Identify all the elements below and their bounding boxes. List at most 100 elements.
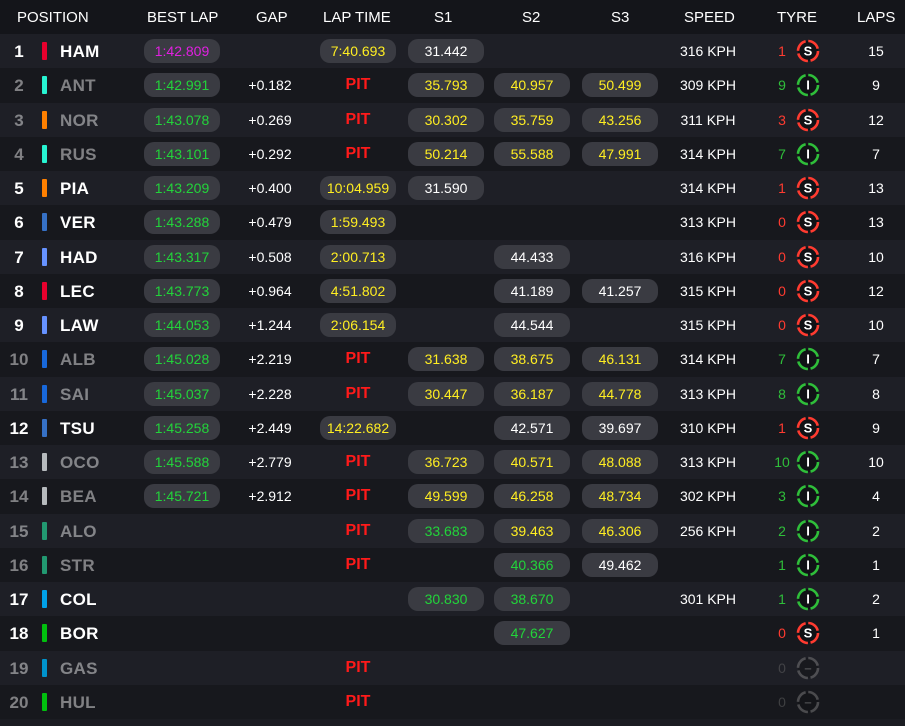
table-row[interactable]: 14 BEA 1:45.721 +2.912 PIT 49.599 46.258 48.734…: [0, 479, 905, 514]
team-color-bar: [42, 179, 47, 197]
gap-value: +2.228: [248, 385, 292, 402]
team-color-bar: [42, 42, 47, 60]
driver-code: BOR: [60, 624, 99, 644]
sector-s2-time: 40.366: [494, 552, 570, 577]
sector-s3-time: 39.697: [582, 415, 658, 440]
position-number: 11: [10, 384, 28, 404]
best-lap-time: 1:43.209: [144, 176, 220, 200]
position-number: 7: [14, 247, 24, 267]
best-lap-time: 1:43.317: [144, 244, 220, 269]
sector-s2-time: 44.433: [494, 244, 570, 269]
gap-value: +0.964: [248, 282, 292, 299]
table-row[interactable]: 8 LEC 1:43.773 +0.964 4:51.802 41.189 41.257 31…: [0, 273, 905, 308]
sector-s1-time: 35.793: [408, 73, 484, 98]
best-lap-time: 1:44.053: [144, 313, 220, 337]
table-row[interactable]: 12 TSU 1:45.258 +2.449 14:22.682 42.571 39.697…: [0, 410, 905, 445]
soft-tyre-icon: S: [796, 245, 820, 269]
tyre-age: 1: [778, 419, 786, 436]
soft-tyre-icon: S: [796, 210, 820, 234]
pit-indicator: PIT: [345, 658, 371, 676]
pit-indicator: PIT: [345, 384, 371, 402]
table-row[interactable]: 10 ALB 1:45.028 +2.219 PIT 31.638 38.675 46.131…: [0, 342, 905, 377]
sector-s3-time: 44.778: [582, 381, 658, 406]
team-color-bar: [42, 281, 47, 300]
gap-value: +0.479: [248, 214, 292, 231]
driver-code: ANT: [60, 76, 96, 96]
table-row[interactable]: 9 LAW 1:44.053 +1.244 2:06.154 44.544 315 KPH 0…: [0, 308, 905, 343]
sector-s3-time: 46.131: [582, 347, 658, 372]
svg-text:I: I: [806, 78, 810, 93]
gap-value: +2.912: [248, 488, 292, 505]
table-row[interactable]: 18 BOR 47.627 0 S 1: [0, 616, 905, 651]
table-row[interactable]: 16 STR PIT 40.366 49.462 1 I 1: [0, 547, 905, 582]
position-number: 20: [9, 692, 29, 712]
gap-value: +0.182: [248, 77, 292, 94]
table-row[interactable]: 5 PIA 1:43.209 +0.400 10:04.959 31.590 314 KPH…: [0, 171, 905, 206]
tyre-age: 9: [778, 77, 786, 94]
position-number: 8: [14, 281, 24, 301]
speed-value: 309 KPH: [679, 77, 737, 94]
laps-count: 15: [868, 43, 884, 59]
team-color-bar: [42, 590, 47, 608]
timing-table: 1 HAM 1:42.809 7:40.693 31.442 316 KPH 1 S 15 2 AN…: [0, 34, 905, 719]
laps-count: 13: [868, 214, 884, 231]
driver-code: HUL: [60, 692, 96, 712]
team-color-bar: [42, 384, 47, 403]
table-row[interactable]: 19 GAS PIT 0 –: [0, 650, 905, 685]
sector-s2-time: 44.544: [494, 313, 570, 337]
position-number: 16: [9, 555, 29, 575]
gap-value: +0.400: [248, 180, 292, 196]
svg-text:I: I: [806, 386, 810, 401]
laps-count: 4: [872, 488, 880, 505]
position-number: 5: [14, 179, 24, 198]
best-lap-time: 1:45.721: [144, 484, 220, 509]
laps-count: 12: [868, 111, 884, 128]
svg-text:S: S: [804, 318, 813, 333]
svg-text:I: I: [806, 592, 810, 607]
table-row[interactable]: 13 OCO 1:45.588 +2.779 PIT 36.723 40.571 48.088…: [0, 445, 905, 480]
position-number: 19: [9, 658, 29, 678]
laps-count: 12: [868, 282, 884, 299]
table-row[interactable]: 1 HAM 1:42.809 7:40.693 31.442 316 KPH 1 S 15: [0, 34, 905, 69]
table-row[interactable]: 17 COL 30.830 38.670 301 KPH 1 I 2: [0, 582, 905, 617]
sector-s1-time: 50.214: [408, 141, 484, 166]
sector-s3-time: 46.306: [582, 518, 658, 543]
unknown-tyre-icon: –: [796, 690, 820, 714]
pit-indicator: PIT: [345, 692, 371, 710]
speed-value: 315 KPH: [679, 282, 737, 299]
table-row[interactable]: 20 HUL PIT 0 –: [0, 684, 905, 719]
sector-s1-time: 30.830: [408, 587, 484, 611]
current-lap-time: 7:40.693: [320, 39, 396, 63]
table-row[interactable]: 3 NOR 1:43.078 +0.269 PIT 30.302 35.759 43.256 3…: [0, 102, 905, 137]
table-row[interactable]: 15 ALO PIT 33.683 39.463 46.306 256 KPH 2 I 2: [0, 513, 905, 548]
tyre-age: 1: [778, 591, 786, 607]
tyre-age: 1: [778, 180, 786, 196]
current-lap-time: 2:00.713: [320, 244, 396, 269]
table-row[interactable]: 2 ANT 1:42.991 +0.182 PIT 35.793 40.957 50.499 3…: [0, 68, 905, 103]
tyre-age: 7: [778, 351, 786, 368]
table-row[interactable]: 11 SAI 1:45.037 +2.228 PIT 30.447 36.187 44.778…: [0, 376, 905, 411]
team-color-bar: [42, 144, 47, 163]
laps-count: 2: [872, 591, 880, 607]
sector-s2-time: 40.957: [494, 73, 570, 98]
header-laps: LAPS: [857, 9, 896, 26]
tyre-age: 1: [778, 556, 786, 573]
sector-s2-time: 38.675: [494, 347, 570, 372]
sector-s3-time: 50.499: [582, 73, 658, 98]
laps-count: 2: [872, 522, 880, 539]
driver-code: GAS: [60, 658, 98, 678]
speed-value: 316 KPH: [679, 43, 737, 59]
sector-s2-time: 39.463: [494, 518, 570, 543]
tyre-age: 2: [778, 522, 786, 539]
tyre-age: 0: [778, 282, 786, 299]
table-row[interactable]: 7 HAD 1:43.317 +0.508 2:00.713 44.433 316 KPH 0…: [0, 239, 905, 274]
table-row[interactable]: 6 VER 1:43.288 +0.479 1:59.493 313 KPH 0 S 13: [0, 205, 905, 240]
driver-code: BEA: [60, 487, 97, 507]
position-number: 3: [14, 110, 24, 130]
driver-code: STR: [60, 555, 95, 575]
best-lap-time: 1:43.101: [144, 141, 220, 166]
table-row[interactable]: 4 RUS 1:43.101 +0.292 PIT 50.214 55.588 47.991 3…: [0, 136, 905, 171]
header-position: POSITION: [17, 9, 89, 26]
svg-text:S: S: [804, 181, 813, 196]
soft-tyre-icon: S: [796, 39, 820, 63]
